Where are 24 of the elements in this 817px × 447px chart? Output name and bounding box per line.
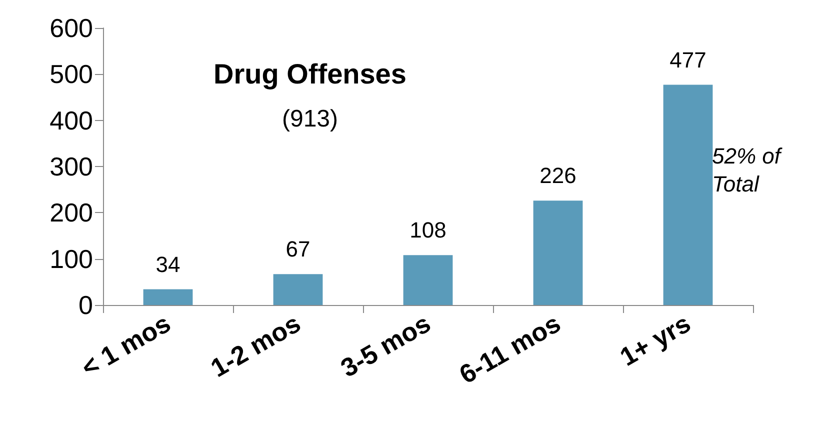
y-tick-label: 500 [50, 59, 93, 90]
data-label: 477 [670, 47, 706, 72]
y-tick-label: 600 [50, 13, 93, 43]
x-tick-label: 3-5 mos [335, 308, 436, 384]
annotation: 52% of Total [712, 144, 784, 196]
text: (913) [282, 106, 338, 132]
x-tick-label: 1-2 mos [205, 308, 306, 384]
bar [533, 200, 583, 305]
y-tick-label: 0 [78, 290, 93, 320]
bar [143, 289, 193, 305]
text: Drug Offenses [214, 58, 406, 90]
x-tick-label: 6-11 mos [454, 308, 566, 390]
bar [273, 274, 323, 305]
y-tick-label: 100 [50, 244, 93, 274]
bar [403, 255, 453, 305]
data-label: 108 [410, 218, 446, 243]
data-label: 67 [286, 236, 310, 262]
data-label: 226 [540, 163, 576, 188]
y-tick-label: 400 [50, 105, 93, 136]
data-label: 34 [156, 252, 180, 277]
bar [663, 84, 713, 305]
y-tick-label: 200 [50, 198, 93, 228]
x-tick-label: 1+ yrs [614, 308, 696, 372]
y-tick-label: 300 [50, 152, 93, 182]
